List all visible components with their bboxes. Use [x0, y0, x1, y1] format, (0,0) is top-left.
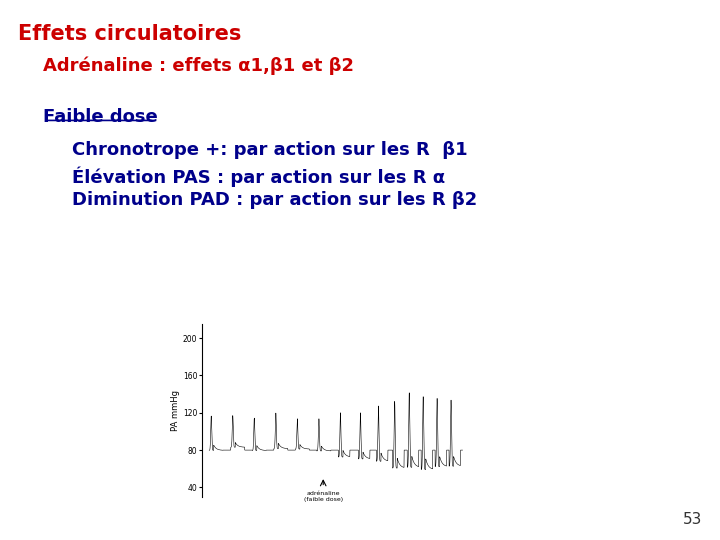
- Text: Diminution PAD : par action sur les R β2: Diminution PAD : par action sur les R β2: [72, 191, 477, 209]
- Text: adrénaline
(faible dose): adrénaline (faible dose): [304, 491, 343, 502]
- Text: Élévation PAS : par action sur les R α: Élévation PAS : par action sur les R α: [72, 166, 445, 187]
- Text: Effets circulatoires: Effets circulatoires: [18, 24, 241, 44]
- Text: Chronotrope +: par action sur les R  β1: Chronotrope +: par action sur les R β1: [72, 141, 467, 159]
- Text: Adrénaline : effets α1,β1 et β2: Adrénaline : effets α1,β1 et β2: [43, 57, 354, 75]
- Y-axis label: PA mmHg: PA mmHg: [171, 390, 180, 431]
- Text: 53: 53: [683, 511, 702, 526]
- Text: Faible dose: Faible dose: [43, 108, 158, 126]
